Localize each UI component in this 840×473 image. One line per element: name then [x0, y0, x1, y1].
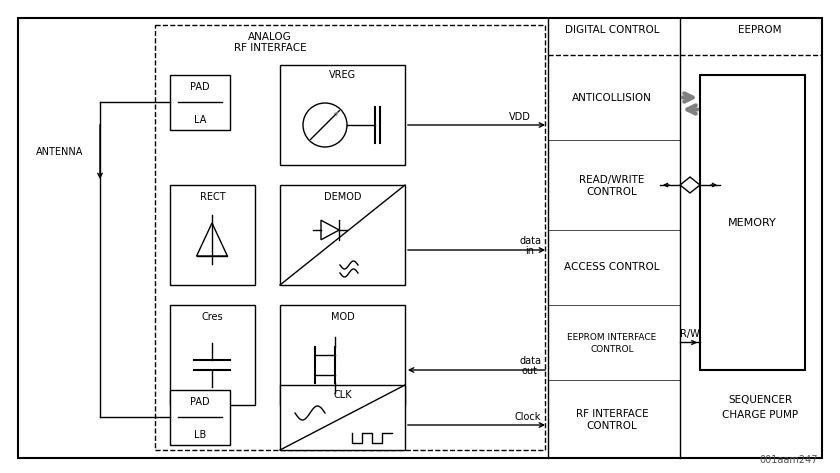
Text: CONTROL: CONTROL — [586, 187, 638, 197]
Text: LB: LB — [194, 430, 206, 440]
Text: VREG: VREG — [329, 70, 356, 80]
Bar — [280, 305, 405, 405]
Polygon shape — [197, 223, 228, 256]
Text: VDD: VDD — [509, 112, 531, 122]
Text: MOD: MOD — [331, 312, 354, 322]
Text: data: data — [519, 236, 541, 246]
Text: DEMOD: DEMOD — [323, 192, 361, 202]
Text: PAD: PAD — [190, 82, 210, 92]
Text: MEMORY: MEMORY — [728, 218, 777, 228]
Text: RF INTERFACE: RF INTERFACE — [234, 43, 307, 53]
Text: Clock: Clock — [515, 412, 541, 422]
Text: in: in — [526, 246, 534, 256]
Text: RF INTERFACE: RF INTERFACE — [575, 409, 648, 419]
Bar — [280, 185, 405, 285]
Bar — [155, 25, 545, 450]
Text: ACCESS CONTROL: ACCESS CONTROL — [564, 263, 659, 272]
Text: EEPROM: EEPROM — [738, 25, 782, 35]
Bar — [170, 390, 230, 445]
Bar — [170, 305, 255, 405]
Text: CLK: CLK — [333, 390, 352, 400]
Text: ANTICOLLISION: ANTICOLLISION — [572, 93, 652, 103]
Text: LA: LA — [194, 115, 206, 125]
Bar — [170, 75, 230, 130]
Polygon shape — [680, 177, 700, 193]
Text: ANALOG: ANALOG — [248, 32, 291, 42]
Text: data: data — [519, 356, 541, 366]
Text: ANTENNA: ANTENNA — [36, 147, 84, 157]
Text: CONTROL: CONTROL — [586, 421, 638, 431]
Text: out: out — [522, 366, 538, 376]
Polygon shape — [321, 220, 339, 240]
Text: EEPROM INTERFACE: EEPROM INTERFACE — [567, 333, 657, 342]
Bar — [170, 185, 255, 285]
Text: READ/WRITE: READ/WRITE — [580, 175, 644, 185]
Text: R/W: R/W — [680, 329, 700, 339]
Text: Cres: Cres — [202, 312, 223, 322]
Bar — [700, 75, 805, 370]
Text: DIGITAL CONTROL: DIGITAL CONTROL — [564, 25, 659, 35]
Bar — [280, 65, 405, 165]
Text: 001aam247: 001aam247 — [759, 455, 818, 465]
Text: CHARGE PUMP: CHARGE PUMP — [722, 410, 798, 420]
Text: SEQUENCER: SEQUENCER — [728, 395, 792, 405]
Text: CONTROL: CONTROL — [591, 345, 634, 354]
Text: RECT: RECT — [200, 192, 225, 202]
Bar — [280, 385, 405, 450]
Text: PAD: PAD — [190, 397, 210, 407]
